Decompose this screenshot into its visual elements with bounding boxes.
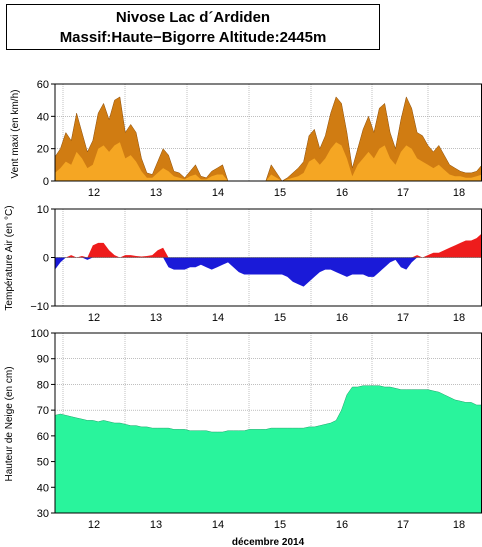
x-tick-label: 13 — [150, 312, 162, 324]
y-tick-label: 40 — [37, 111, 49, 123]
y-tick-label: 20 — [37, 144, 49, 156]
y-tick-label: 60 — [37, 79, 49, 91]
title-line-2: Massif:Haute−Bigorre Altitude:2445m — [59, 29, 327, 46]
x-tick-label: 15 — [274, 312, 286, 324]
y-tick-label: 40 — [37, 482, 49, 494]
temperature-panel: −10 0 10 12 13 14 15 16 17 18 — [30, 204, 482, 324]
y-tick-label: 90 — [37, 354, 49, 366]
x-tick-label: 14 — [212, 312, 224, 324]
x-axis-label: décembre 2014 — [232, 537, 305, 547]
snow-depth-area — [54, 385, 482, 514]
x-tick-label: 15 — [274, 519, 286, 531]
x-tick-label: 13 — [150, 519, 162, 531]
title-line-1: Nivose Lac d´Ardiden — [115, 9, 271, 26]
x-tick-label: 12 — [88, 187, 100, 199]
snow-ylabel: Hauteur de Neige (en cm) — [4, 366, 15, 481]
y-tick-label: 30 — [37, 508, 49, 520]
temperature-positive-area — [55, 233, 482, 258]
x-tick-label: 12 — [88, 519, 100, 531]
x-tick-label: 14 — [212, 187, 224, 199]
wind-ylabel: Vent maxi (en km/h) — [10, 90, 21, 179]
snow-panel: 30 40 50 60 70 80 90 100 12 13 14 15 16 17 18 — [31, 328, 482, 531]
x-tick-label: 18 — [453, 187, 465, 199]
x-tick-label: 18 — [453, 519, 465, 531]
temperature-ylabel: Température Air (en °C) — [4, 205, 15, 310]
wind-mean-area — [55, 142, 482, 181]
x-tick-label: 13 — [150, 187, 162, 199]
y-tick-label: 100 — [31, 328, 49, 340]
y-tick-label: 0 — [43, 253, 49, 265]
y-tick-label: 50 — [37, 457, 49, 469]
x-tick-label: 12 — [88, 312, 100, 324]
x-tick-label: 16 — [336, 519, 348, 531]
x-tick-label: 15 — [274, 187, 286, 199]
x-tick-label: 17 — [397, 187, 409, 199]
x-tick-label: 18 — [453, 312, 465, 324]
x-tick-label: 17 — [397, 519, 409, 531]
y-tick-label: −10 — [30, 301, 49, 313]
temperature-negative-area — [55, 257, 482, 287]
y-tick-label: 70 — [37, 405, 49, 417]
y-tick-label: 80 — [37, 379, 49, 391]
y-tick-label: 10 — [37, 204, 49, 216]
y-tick-label: 60 — [37, 431, 49, 443]
x-tick-label: 14 — [212, 519, 224, 531]
x-tick-label: 16 — [336, 187, 348, 199]
x-tick-label: 17 — [397, 312, 409, 324]
wind-panel: 0 20 40 60 12 13 14 15 16 17 18 — [37, 79, 482, 199]
y-tick-label: 0 — [43, 176, 49, 188]
x-tick-label: 16 — [336, 312, 348, 324]
title-box: Nivose Lac d´Ardiden Massif:Haute−Bigorr… — [6, 4, 380, 50]
